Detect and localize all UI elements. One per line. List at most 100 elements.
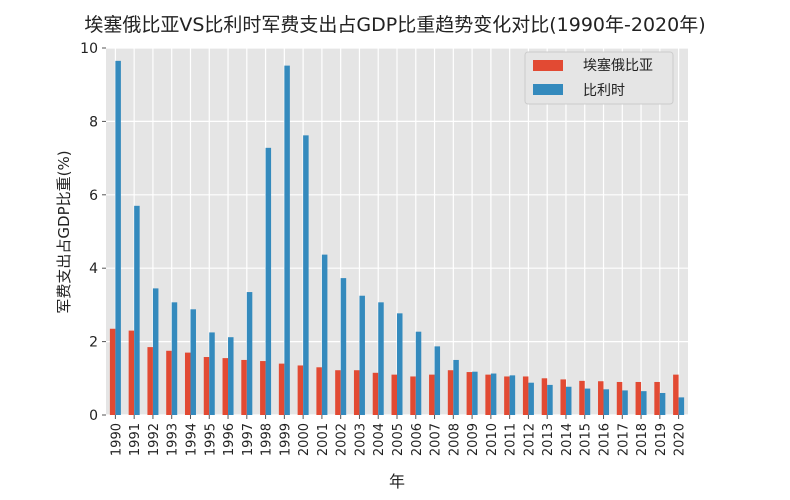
x-tick-label: 1993 [166, 423, 181, 456]
x-tick-label: 2011 [504, 423, 519, 456]
bar-ethiopia [260, 361, 266, 415]
bar-ethiopia [297, 365, 304, 415]
bar-belgium [228, 337, 234, 415]
x-tick-label: 2015 [579, 423, 594, 456]
x-tick-label: 1995 [203, 423, 218, 456]
bar-ethiopia [485, 374, 491, 415]
bar-ethiopia [316, 367, 322, 415]
chart-title: 埃塞俄比亚VS比利时军费支出占GDP比重趋势变化对比(1990年-2020年) [84, 14, 705, 36]
bar-ethiopia [541, 378, 548, 415]
x-tick-label: 2009 [466, 423, 481, 456]
bar-ethiopia [560, 379, 566, 415]
x-tick-label: 1992 [147, 423, 162, 456]
y-axis-label: 军费支出占GDP比重(%) [55, 150, 73, 313]
bars [109, 60, 685, 415]
bar-belgium [152, 288, 159, 415]
x-tick-label: 2020 [673, 423, 688, 456]
bar-belgium [509, 375, 516, 415]
x-axis: 1990 1991 1992 1993 1994 1995 1996 1997 1998 1999… [109, 415, 688, 456]
bar-belgium [678, 397, 685, 415]
legend-swatch-ethiopia [533, 60, 563, 71]
bar-belgium [246, 292, 253, 415]
legend: 埃塞俄比亚 比利时 [524, 51, 674, 105]
bar-belgium [303, 135, 309, 415]
bar-ethiopia [466, 372, 473, 415]
legend-label-belgium: 比利时 [583, 83, 625, 99]
x-tick-label: 1999 [278, 423, 293, 456]
bar-belgium [265, 147, 272, 415]
x-tick-label: 2019 [654, 423, 669, 456]
bar-ethiopia [579, 380, 585, 415]
bar-ethiopia [278, 363, 285, 415]
bar-ethiopia [410, 376, 416, 415]
x-tick-label: 2006 [410, 423, 425, 456]
bar-belgium [134, 205, 140, 415]
bar-belgium [171, 302, 178, 415]
bar-belgium [190, 309, 196, 415]
x-tick-label: 2005 [391, 423, 406, 456]
bar-belgium [565, 386, 572, 415]
bar-belgium [547, 384, 553, 415]
x-tick-label: 2010 [485, 423, 500, 456]
x-tick-label: 1994 [184, 423, 199, 456]
bar-ethiopia [447, 370, 454, 415]
x-tick-label: 1997 [241, 423, 256, 456]
x-tick-label: 2007 [429, 423, 444, 456]
bar-ethiopia [504, 376, 510, 415]
x-tick-label: 1990 [109, 423, 124, 456]
bar-belgium [284, 65, 290, 415]
x-tick-label: 2012 [522, 423, 537, 456]
bar-belgium [603, 389, 610, 415]
bar-belgium [359, 295, 365, 415]
bar-belgium [321, 254, 328, 415]
x-tick-label: 2013 [541, 423, 556, 456]
bar-belgium [378, 302, 384, 415]
bar-ethiopia [222, 358, 229, 415]
bar-ethiopia [372, 372, 379, 415]
bar-belgium [397, 313, 403, 415]
bar-ethiopia [335, 370, 341, 415]
bar-ethiopia [166, 350, 172, 415]
x-tick-label: 1998 [260, 423, 275, 456]
bar-ethiopia [203, 357, 210, 415]
legend-swatch-belgium [533, 84, 563, 95]
bar-ethiopia [635, 381, 642, 415]
bar-ethiopia [147, 347, 153, 415]
x-tick-label: 2016 [598, 423, 613, 456]
y-tick-label: 6 [89, 188, 98, 204]
bar-belgium [453, 359, 459, 415]
bar-ethiopia [598, 381, 604, 415]
bar-ethiopia [429, 374, 435, 415]
bar-ethiopia [673, 374, 679, 415]
x-tick-label: 2014 [560, 423, 575, 456]
x-axis-label: 年 [389, 472, 405, 491]
bar-ethiopia [522, 376, 529, 415]
y-tick-label: 2 [89, 335, 98, 351]
y-tick-label: 10 [80, 41, 98, 57]
x-tick-label: 2001 [316, 423, 331, 456]
y-tick-label: 8 [89, 114, 98, 130]
x-tick-label: 2002 [335, 423, 350, 456]
bar-belgium [528, 382, 534, 415]
bar-ethiopia [654, 381, 660, 415]
bar-belgium [340, 278, 347, 415]
y-tick-label: 4 [89, 261, 98, 277]
x-tick-label: 2000 [297, 423, 312, 456]
y-axis: 0 2 4 6 8 10 [80, 41, 106, 424]
y-tick-label: 0 [89, 408, 98, 424]
bar-ethiopia [128, 330, 135, 415]
bar-ethiopia [616, 381, 623, 415]
bar-ethiopia [109, 328, 116, 415]
bar-belgium [622, 390, 628, 415]
bar-belgium [472, 371, 478, 415]
legend-label-ethiopia: 埃塞俄比亚 [583, 57, 653, 74]
x-tick-label: 2003 [353, 423, 368, 456]
bar-belgium [115, 60, 121, 415]
x-tick-label: 1996 [222, 423, 237, 456]
bar-ethiopia [184, 352, 191, 415]
x-tick-label: 1991 [128, 423, 143, 456]
bar-belgium [659, 392, 666, 415]
bar-belgium [584, 388, 591, 415]
x-tick-label: 2004 [372, 423, 387, 456]
